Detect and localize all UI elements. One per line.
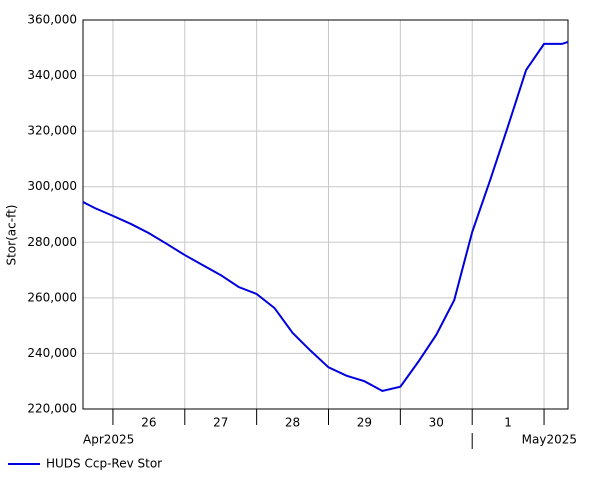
y-tick-label: 340,000: [27, 68, 77, 82]
y-tick-label: 280,000: [27, 235, 77, 249]
legend-label: HUDS Ccp-Rev Stor: [46, 457, 162, 471]
y-tick-label: 220,000: [27, 402, 77, 416]
x-tick-label: 28: [285, 416, 300, 430]
y-tick-label: 320,000: [27, 124, 77, 138]
month-label: May2025: [522, 433, 577, 447]
month-label: Apr2025: [83, 433, 134, 447]
x-tick-label: 1: [504, 416, 512, 430]
y-axis-label: Stor(ac-ft): [5, 205, 19, 266]
x-tick-label: 26: [141, 416, 156, 430]
y-tick-label: 260,000: [27, 290, 77, 304]
x-tick-label: 29: [357, 416, 372, 430]
x-tick-label: 30: [429, 416, 444, 430]
y-tick-label: 240,000: [27, 346, 77, 360]
x-tick-label: 27: [213, 416, 228, 430]
data-line: [82, 40, 569, 392]
y-tick-label: 300,000: [27, 179, 77, 193]
plot-frame: [82, 19, 569, 410]
y-tick-label: 360,000: [27, 13, 77, 27]
